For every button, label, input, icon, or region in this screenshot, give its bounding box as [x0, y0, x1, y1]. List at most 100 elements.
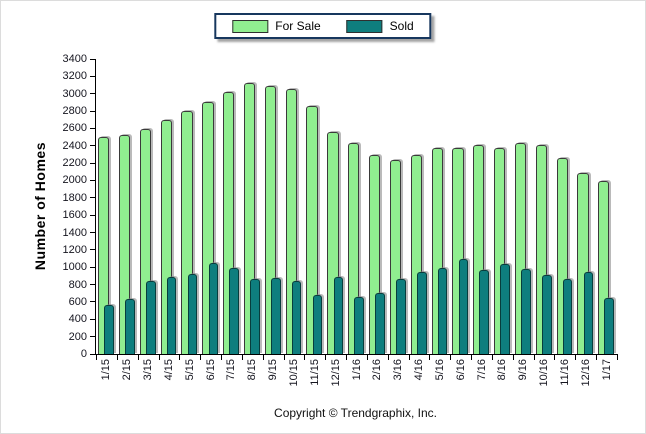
- bar-group: [304, 59, 325, 354]
- x-axis-label: 1/17: [600, 359, 613, 381]
- x-axis-label: 9/16: [517, 359, 530, 381]
- bar-group: [284, 59, 305, 354]
- y-tick: [90, 162, 96, 164]
- bar-group: [450, 59, 471, 354]
- bar-for-sale: [285, 89, 297, 354]
- y-tick-label: 2600: [62, 122, 87, 135]
- y-tick-label: 1800: [62, 191, 87, 204]
- y-tick-label: 1000: [62, 261, 87, 274]
- bar-sold: [500, 263, 510, 354]
- bar-sold: [250, 278, 260, 354]
- bar-group: [96, 59, 117, 354]
- x-axis-label: 3/16: [392, 359, 405, 381]
- x-axis-label: 3/15: [142, 359, 155, 381]
- bar-for-sale: [306, 105, 318, 354]
- legend-item-for-sale: For Sale: [232, 19, 321, 33]
- bar-sold: [479, 269, 490, 354]
- bar-sold: [396, 279, 406, 354]
- x-tick: [346, 354, 348, 360]
- x-tick: [304, 354, 306, 360]
- bar-for-sale: [327, 131, 339, 354]
- legend-label-sold: Sold: [389, 19, 414, 33]
- x-tick: [596, 354, 598, 360]
- y-tick: [90, 93, 96, 95]
- y-tick: [90, 249, 96, 251]
- x-axis-label: 8/15: [246, 359, 259, 381]
- bar-sold: [125, 299, 135, 354]
- x-tick: [179, 354, 181, 360]
- bar-sold: [166, 276, 177, 354]
- bar-group: [325, 59, 346, 354]
- x-tick: [429, 354, 431, 360]
- bar-for-sale: [264, 85, 277, 354]
- x-axis-label: 12/15: [329, 359, 342, 387]
- x-axis-label: 1/16: [350, 359, 363, 381]
- legend-item-sold: Sold: [346, 19, 414, 33]
- x-tick: [137, 354, 139, 360]
- bar-sold: [271, 277, 281, 354]
- bar-group: [179, 59, 200, 354]
- bar-for-sale: [410, 155, 422, 354]
- bar-sold: [229, 268, 239, 354]
- bar-group: [242, 59, 263, 354]
- y-tick: [90, 214, 96, 216]
- bar-group: [159, 59, 180, 354]
- bar-sold: [354, 296, 364, 354]
- bar-group: [429, 59, 450, 354]
- bar-sold: [604, 298, 615, 354]
- y-tick-label: 3000: [62, 87, 87, 100]
- bar-for-sale: [243, 83, 256, 354]
- x-tick: [554, 354, 556, 360]
- x-axis-label: 11/15: [308, 359, 321, 386]
- x-axis-label: 10/15: [287, 359, 300, 387]
- y-tick: [90, 336, 96, 338]
- y-tick-label: 600: [68, 295, 87, 308]
- bar-for-sale: [160, 119, 172, 354]
- y-tick: [90, 353, 96, 355]
- y-tick-label: 0: [80, 348, 87, 360]
- x-tick: [512, 354, 514, 360]
- y-tick: [90, 318, 96, 320]
- bar-group: [117, 59, 138, 354]
- bar-group: [346, 59, 367, 354]
- bar-group: [534, 59, 555, 354]
- bar-for-sale: [535, 144, 547, 354]
- y-tick-label: 2400: [62, 139, 87, 152]
- bar-sold: [562, 279, 573, 354]
- x-tick: [366, 354, 368, 360]
- bar-group: [263, 59, 284, 354]
- plot-area: 0 200 400 600 800 1000 1200 1400 1600 1800 2000 220…: [63, 53, 618, 387]
- bar-for-sale: [223, 91, 235, 354]
- legend: For Sale Sold: [214, 13, 432, 39]
- bar-group: [596, 59, 617, 354]
- bar-sold: [312, 295, 323, 354]
- y-tick: [90, 232, 96, 234]
- x-axis-label: 5/16: [433, 359, 446, 381]
- bar-for-sale: [431, 148, 443, 354]
- bar-for-sale: [368, 155, 381, 354]
- y-tick: [90, 179, 96, 181]
- bar-sold: [521, 268, 531, 354]
- bar-for-sale: [139, 129, 151, 354]
- bar-for-sale: [181, 111, 193, 354]
- x-tick: [200, 354, 202, 360]
- y-tick-label: 800: [68, 278, 87, 291]
- bar-group: [200, 59, 221, 354]
- bar-for-sale: [494, 147, 506, 354]
- x-axis-label: 9/15: [267, 359, 280, 381]
- bar-group: [221, 59, 242, 354]
- bar-sold: [541, 275, 552, 354]
- x-axis-label: 6/15: [204, 359, 217, 381]
- bar-sold: [333, 276, 344, 354]
- bar-sold: [104, 304, 114, 354]
- legend-label-for-sale: For Sale: [275, 19, 321, 33]
- bar-for-sale: [118, 134, 131, 354]
- y-tick: [90, 110, 96, 112]
- y-tick-label: 3400: [62, 53, 87, 65]
- bar-for-sale: [598, 181, 610, 354]
- y-tick-label: 2800: [62, 105, 87, 118]
- x-axis-label: 2/15: [121, 359, 134, 381]
- x-axis-label: 7/15: [225, 359, 238, 381]
- x-axis-label: 8/16: [496, 359, 509, 381]
